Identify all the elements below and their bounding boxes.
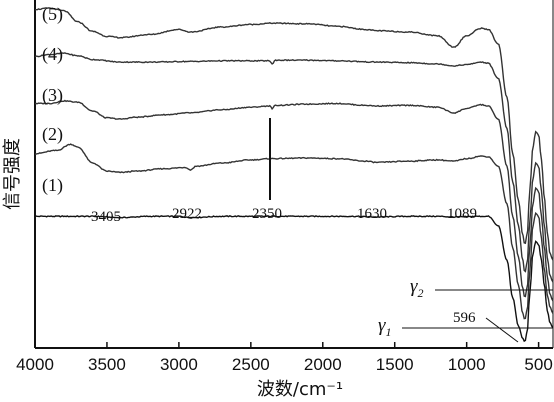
leader-596 bbox=[485, 317, 519, 343]
series-line-4 bbox=[34, 52, 554, 283]
peak-label-596: 596 bbox=[453, 310, 476, 326]
x-tick-label-1500: 1500 bbox=[376, 355, 414, 374]
series-label-3: (3) bbox=[42, 85, 63, 106]
x-tick-label-1000: 1000 bbox=[448, 355, 486, 374]
x-tick-label-3000: 3000 bbox=[160, 355, 198, 374]
axes bbox=[34, 0, 554, 349]
x-tick-label-2000: 2000 bbox=[304, 355, 342, 374]
series-line-2 bbox=[34, 143, 554, 320]
series-line-1 bbox=[34, 215, 554, 343]
peak-label-1089: 1089 bbox=[447, 206, 477, 222]
x-tick-label-2500: 2500 bbox=[232, 355, 270, 374]
gamma2-label: γ2 bbox=[410, 276, 424, 300]
series-labels: (5) (4) (3) (2) (1) bbox=[42, 4, 63, 196]
x-axis-label: 波数/cm⁻¹ bbox=[257, 379, 343, 400]
peak-label-2922: 2922 bbox=[172, 206, 202, 222]
gamma-annotations: γ2 γ1 bbox=[378, 276, 553, 339]
peak-label-2350: 2350 bbox=[252, 206, 282, 222]
x-tick-label-500: 500 bbox=[524, 355, 552, 374]
y-axis-label: 信号强度 bbox=[2, 138, 23, 210]
series-group bbox=[34, 7, 554, 343]
series-label-1: (1) bbox=[42, 175, 63, 196]
x-tick-label-3500: 3500 bbox=[88, 355, 126, 374]
peak-labels: 3405 2922 2350 1630 1089 596 bbox=[91, 118, 519, 343]
gamma1-label: γ1 bbox=[378, 315, 392, 339]
peak-label-3405: 3405 bbox=[91, 209, 121, 225]
x-tick-label-4000: 4000 bbox=[16, 355, 54, 374]
series-line-3 bbox=[34, 99, 554, 302]
x-ticks: 4000 3500 3000 2500 2000 1500 1000 500 bbox=[16, 342, 553, 374]
series-label-4: (4) bbox=[42, 44, 63, 65]
peak-label-1630: 1630 bbox=[357, 206, 387, 222]
series-line-5 bbox=[34, 7, 554, 261]
series-label-5: (5) bbox=[42, 4, 63, 25]
series-label-2: (2) bbox=[42, 124, 63, 145]
